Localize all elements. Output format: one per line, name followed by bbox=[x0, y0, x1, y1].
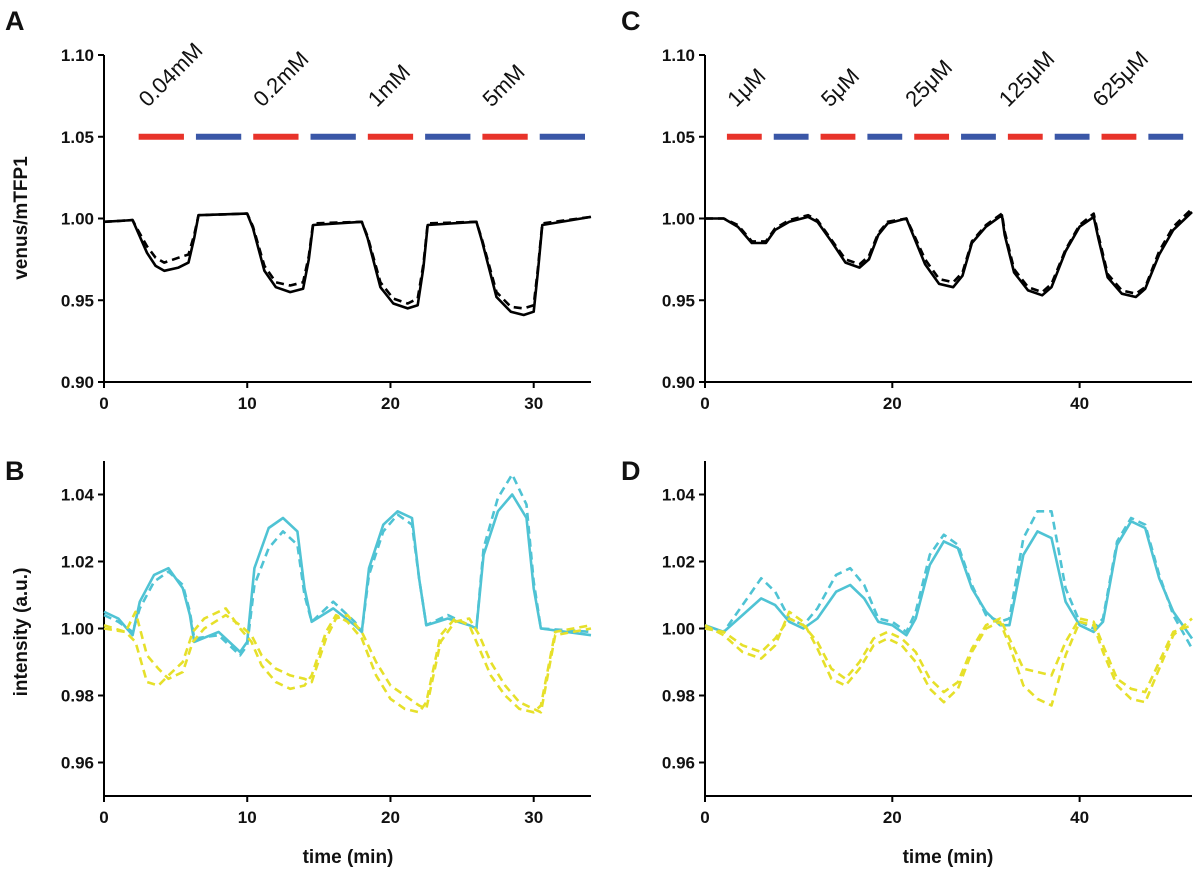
concentration-label-a: 5mM bbox=[477, 59, 529, 111]
series-line-c-2 bbox=[705, 207, 1193, 296]
x-axis-title-b: time (min) bbox=[303, 847, 394, 868]
y-tick-label-a: 1.00 bbox=[61, 210, 94, 229]
x-tick-label-c: 20 bbox=[883, 394, 902, 413]
series-line-b-4 bbox=[103, 607, 592, 714]
x-tick-label-c: 0 bbox=[700, 394, 709, 413]
y-tick-label-b: 0.96 bbox=[61, 754, 94, 773]
panel-c: 0.90 0.95 1.00 1.05 1.10 0 20 40 1μM 5μM 25μM 125μM… bbox=[662, 46, 1193, 413]
y-axis-title-b: intensity (a.u.) bbox=[11, 568, 32, 697]
x-tick-label-d: 0 bbox=[700, 808, 709, 827]
panel-d: 0.96 0.98 1.00 1.02 1.04 0 20 40 bbox=[662, 461, 1194, 827]
y-tick-label-c: 1.10 bbox=[662, 46, 695, 65]
y-tick-label-c: 1.00 bbox=[662, 210, 695, 229]
y-tick-label-a: 0.90 bbox=[61, 373, 94, 392]
panel-b: 0.96 0.98 1.00 1.02 1.04 0 10 20 30 bbox=[61, 461, 592, 827]
panel-label-b: B bbox=[5, 456, 25, 486]
concentration-label-c: 125μM bbox=[994, 46, 1060, 112]
x-tick-label-c: 40 bbox=[1070, 394, 1089, 413]
x-tick-label-b: 0 bbox=[99, 808, 108, 827]
x-tick-label-a: 10 bbox=[238, 394, 257, 413]
y-tick-label-d: 1.04 bbox=[662, 486, 696, 505]
y-tick-label-b: 1.04 bbox=[61, 486, 95, 505]
y-tick-label-d: 1.00 bbox=[662, 620, 695, 639]
panel-a: 0.90 0.95 1.00 1.05 1.10 0 10 20 30 0.04mM 0.2mM 1m… bbox=[61, 38, 592, 413]
series-line-d-2 bbox=[704, 509, 1194, 650]
concentration-label-c: 1μM bbox=[722, 63, 770, 111]
x-axis-title-d: time (min) bbox=[903, 847, 994, 868]
series-line-b-2 bbox=[103, 473, 592, 657]
y-tick-label-c: 0.95 bbox=[662, 291, 695, 310]
series-line-b-3 bbox=[103, 610, 592, 714]
panel-label-c: C bbox=[621, 6, 641, 36]
y-tick-label-d: 0.96 bbox=[662, 754, 695, 773]
x-tick-label-b: 10 bbox=[238, 808, 257, 827]
series-line-b-1 bbox=[103, 493, 592, 654]
series-line-c-1 bbox=[705, 211, 1193, 299]
concentration-label-c: 5μM bbox=[816, 63, 864, 111]
x-tick-label-d: 20 bbox=[883, 808, 902, 827]
x-tick-label-d: 40 bbox=[1070, 808, 1089, 827]
series-line-a-2 bbox=[103, 212, 592, 310]
y-tick-label-c: 1.05 bbox=[662, 128, 695, 147]
series-line-a-1 bbox=[103, 212, 592, 317]
y-tick-label-a: 1.10 bbox=[61, 46, 94, 65]
panel-label-a: A bbox=[5, 6, 25, 36]
y-tick-label-b: 1.00 bbox=[61, 620, 94, 639]
y-tick-label-c: 0.90 bbox=[662, 373, 695, 392]
y-tick-label-b: 1.02 bbox=[61, 553, 94, 572]
y-tick-label-d: 0.98 bbox=[662, 687, 695, 706]
concentration-label-a: 0.04mM bbox=[134, 38, 208, 112]
y-axis-title-a: venus/mTFP1 bbox=[11, 156, 32, 280]
y-tick-label-b: 0.98 bbox=[61, 687, 94, 706]
series-line-d-4 bbox=[704, 610, 1193, 707]
series-line-d-3 bbox=[704, 617, 1193, 694]
y-tick-label-d: 1.02 bbox=[662, 553, 695, 572]
y-tick-label-a: 1.05 bbox=[61, 128, 94, 147]
x-tick-label-b: 20 bbox=[381, 808, 400, 827]
concentration-label-a: 0.2mM bbox=[248, 46, 313, 111]
x-tick-label-a: 0 bbox=[99, 394, 108, 413]
x-tick-label-a: 20 bbox=[381, 394, 400, 413]
panel-label-d: D bbox=[621, 456, 641, 486]
concentration-label-a: 1mM bbox=[363, 59, 415, 111]
x-tick-label-b: 30 bbox=[524, 808, 543, 827]
y-tick-label-a: 0.95 bbox=[61, 291, 94, 310]
concentration-label-c: 625μM bbox=[1088, 46, 1154, 112]
concentration-label-c: 25μM bbox=[900, 55, 957, 112]
x-tick-label-a: 30 bbox=[524, 394, 543, 413]
